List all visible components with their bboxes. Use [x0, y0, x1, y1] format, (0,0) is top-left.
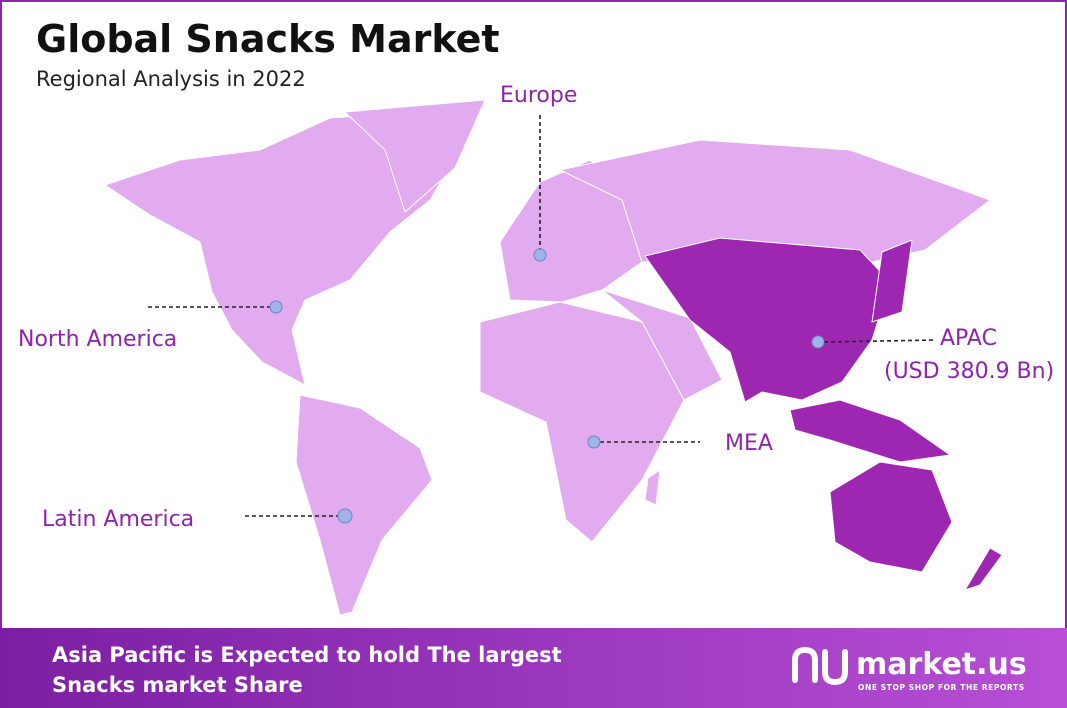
north-america [103, 111, 471, 386]
madagascar [644, 468, 661, 506]
brand: market.us [856, 647, 1027, 682]
region-label: MEA [725, 431, 773, 456]
leader-line [823, 339, 937, 343]
region-label: Latin America [42, 507, 194, 532]
title: Global Snacks Market [36, 17, 500, 61]
region-label: Europe [500, 83, 577, 108]
south-america [295, 394, 433, 616]
subtitle: Regional Analysis in 2022 [36, 67, 306, 91]
region-dot [587, 435, 601, 449]
southeast-asia [789, 399, 952, 463]
world-map [103, 99, 1003, 616]
footer-text: Asia Pacific is Expected to hold The lar… [52, 643, 562, 667]
tagline: ONE STOP SHOP FOR THE REPORTS [858, 683, 1025, 692]
region-value: (USD 380.9 Bn) [884, 359, 1054, 384]
logo-icon [792, 646, 848, 686]
middle-east [601, 289, 723, 401]
footer-band [0, 628, 1067, 708]
new-zealand [963, 547, 1003, 591]
africa [479, 301, 685, 543]
asia-pacific [644, 237, 891, 403]
region-dot [533, 248, 547, 262]
region-dot [337, 508, 353, 524]
greenland [343, 99, 486, 213]
japan [871, 239, 913, 323]
north-asia [558, 139, 992, 263]
region-label: North America [18, 327, 177, 352]
australia [829, 461, 953, 573]
region-dot [269, 300, 283, 314]
region-dot [811, 335, 825, 349]
region-label: APAC [940, 326, 997, 351]
footer-text: Snacks market Share [52, 673, 303, 697]
